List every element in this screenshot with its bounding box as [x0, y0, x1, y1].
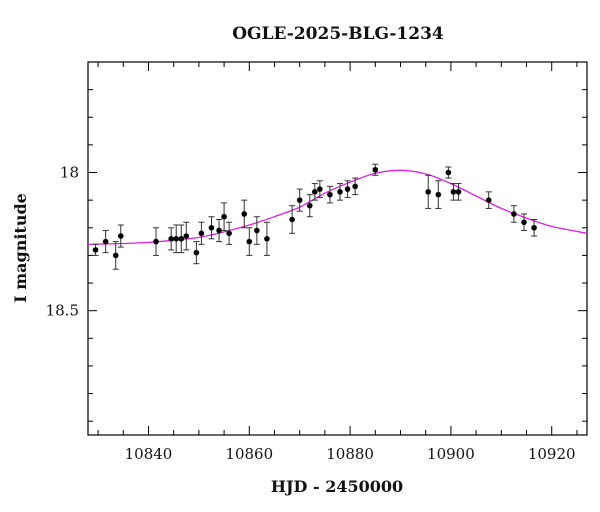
data-marker: [344, 186, 351, 192]
data-marker: [312, 189, 318, 195]
data-point: [178, 224, 185, 254]
data-point: [193, 241, 200, 265]
data-marker: [306, 202, 313, 209]
data-marker: [296, 197, 303, 203]
data-marker: [425, 189, 432, 195]
data-point: [112, 241, 119, 270]
data-point: [92, 243, 99, 256]
data-marker: [208, 224, 215, 231]
data-point: [455, 183, 462, 201]
data-point: [153, 227, 160, 256]
data-point: [311, 183, 318, 201]
tick-labels: 10840 10860 10880 10900 10920 18 18.5: [46, 164, 576, 463]
x-tick-label: 10880: [326, 445, 374, 463]
data-marker: [153, 238, 159, 245]
data-marker: [352, 183, 358, 190]
data-point: [344, 180, 351, 198]
data-marker: [102, 238, 109, 245]
data-point: [450, 183, 457, 201]
data-marker: [193, 249, 200, 256]
data-point: [253, 216, 260, 245]
data-point: [510, 205, 517, 223]
data-point: [372, 163, 379, 176]
data-point: [435, 180, 442, 209]
data-point: [445, 166, 452, 179]
data-marker: [317, 186, 323, 192]
data-marker: [226, 230, 232, 237]
data-point: [117, 224, 124, 248]
data-marker: [450, 189, 457, 195]
x-tick-label: 10920: [528, 445, 576, 463]
data-point: [226, 221, 233, 245]
x-tick-label: 10900: [427, 445, 475, 463]
data-marker: [511, 211, 517, 217]
y-tick-label: 18.5: [46, 302, 79, 320]
data-marker: [183, 233, 190, 239]
data-point: [221, 202, 228, 232]
data-marker: [241, 211, 248, 217]
x-tick-label: 10840: [125, 445, 173, 463]
data-marker: [92, 247, 99, 253]
axis-ticks: [88, 61, 587, 435]
data-marker: [117, 233, 124, 239]
data-point: [241, 199, 248, 229]
data-point: [520, 213, 527, 232]
data-marker: [221, 213, 227, 220]
data-point: [425, 174, 432, 209]
plot-frame: [87, 61, 588, 436]
data-marker: [521, 219, 527, 226]
data-point: [352, 177, 359, 196]
data-point: [485, 191, 492, 209]
data-marker: [531, 224, 537, 231]
model-curve: [87, 169, 588, 246]
data-point: [531, 218, 538, 237]
data-point: [246, 227, 253, 256]
data-point: [316, 180, 323, 198]
data-marker: [112, 252, 119, 259]
data-marker: [327, 191, 333, 198]
x-tick-label: 10860: [225, 445, 273, 463]
data-marker: [289, 216, 295, 223]
data-marker: [435, 191, 442, 198]
data-marker: [264, 236, 270, 242]
y-tick-label: 18: [60, 164, 79, 182]
data-marker: [198, 230, 205, 237]
data-marker: [372, 166, 379, 173]
data-marker: [445, 169, 452, 176]
data-marker: [173, 236, 180, 242]
data-marker: [246, 238, 253, 245]
data-point: [296, 188, 303, 212]
data-marker: [178, 236, 185, 242]
data-points: [92, 163, 538, 270]
data-point: [208, 216, 215, 240]
data-point: [306, 194, 313, 218]
data-marker: [168, 236, 174, 242]
data-marker: [337, 189, 343, 195]
x-axis-label: HJD - 2450000: [271, 477, 403, 496]
data-point: [289, 205, 296, 234]
data-marker: [254, 227, 260, 234]
data-marker: [216, 227, 222, 234]
data-marker: [485, 197, 492, 203]
data-point: [183, 221, 190, 251]
data-point: [102, 230, 109, 254]
data-marker: [455, 189, 462, 195]
chart-title: OGLE-2025-BLG-1234: [232, 24, 444, 44]
data-point: [198, 221, 205, 245]
data-point: [168, 227, 175, 251]
data-point: [326, 185, 333, 204]
data-point: [337, 183, 344, 201]
y-axis-label: I magnitude: [11, 193, 30, 303]
data-point: [263, 221, 270, 256]
data-point: [173, 224, 180, 254]
data-point: [216, 218, 223, 243]
